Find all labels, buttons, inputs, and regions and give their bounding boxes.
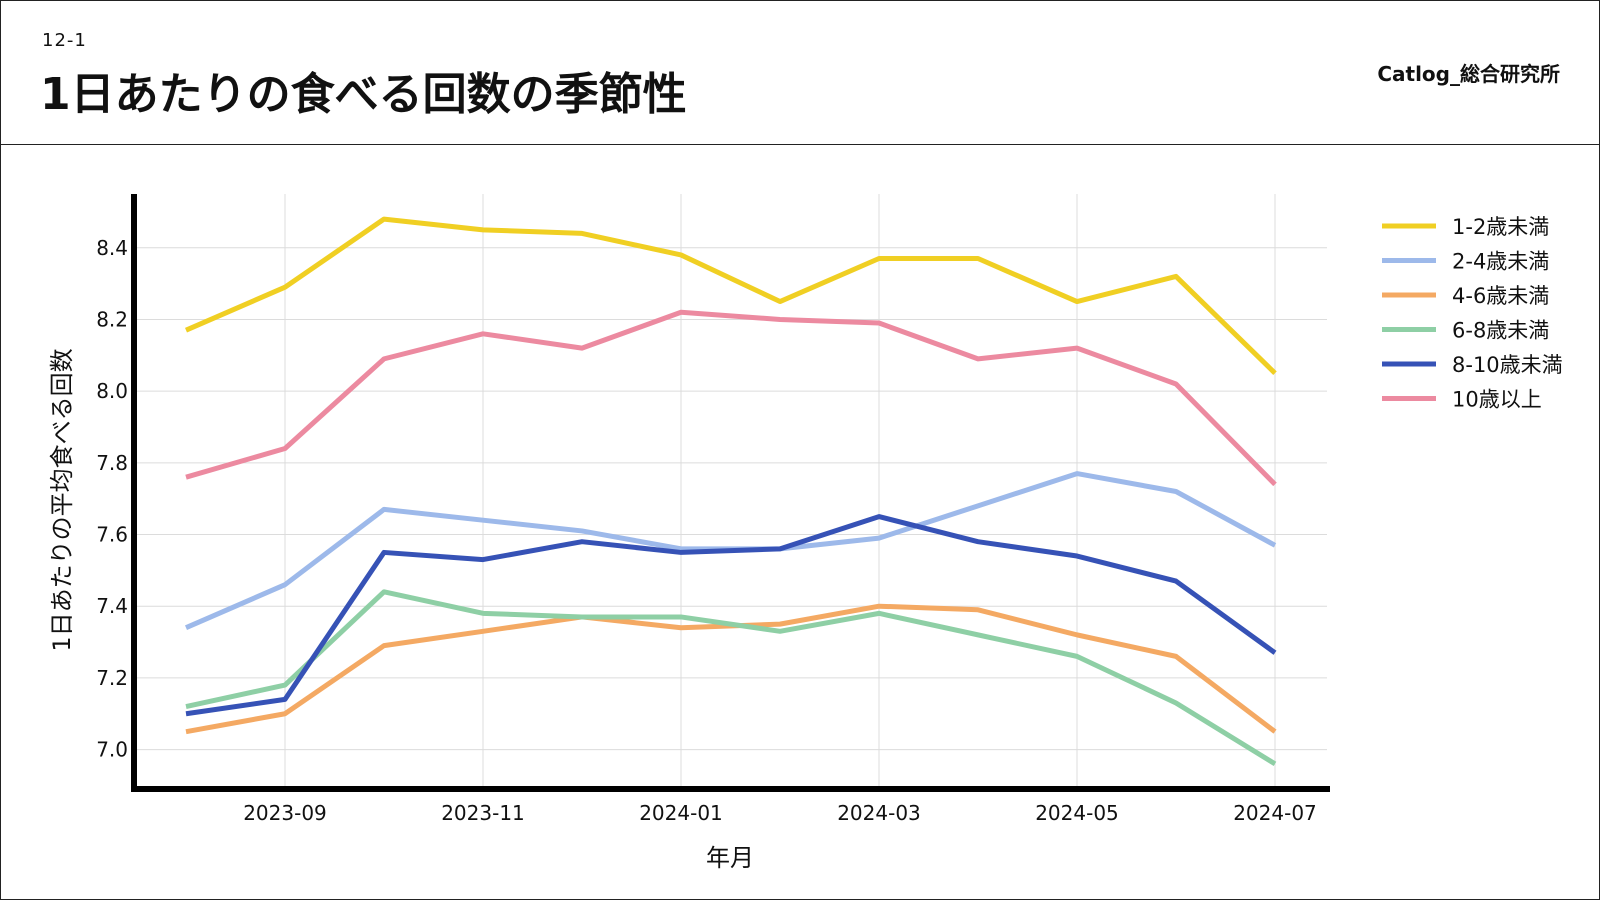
legend-label: 4-6歳未満	[1452, 284, 1549, 308]
series-line	[185, 216, 1277, 376]
slide-header: 12-1 1日あたりの食べる回数の季節性 Catlog_総合研究所	[0, 0, 1600, 145]
x-tick-label: 2024-01	[639, 801, 723, 825]
x-tick-label: 2023-11	[441, 801, 525, 825]
series-line	[185, 514, 1277, 717]
brand-logo-text: Catlog_総合研究所	[1377, 62, 1560, 86]
x-tick-label: 2024-03	[837, 801, 921, 825]
legend-label: 6-8歳未満	[1452, 319, 1549, 343]
axes	[131, 194, 1330, 792]
y-tick-label: 8.2	[96, 307, 128, 331]
legend-label: 1-2歳未満	[1452, 215, 1549, 239]
slide-number: 12-1	[42, 30, 87, 51]
legend-label: 10歳以上	[1452, 388, 1542, 412]
y-tick-labels: 7.0 7.2 7.4 7.6 7.8 8.0 8.2 8.4	[96, 236, 128, 762]
y-tick-label: 7.6	[96, 523, 128, 547]
x-tick-label: 2024-07	[1233, 801, 1317, 825]
y-tick-label: 7.8	[96, 451, 128, 475]
y-tick-label: 7.2	[96, 666, 128, 690]
y-tick-label: 7.0	[96, 738, 128, 762]
page-title: 1日あたりの食べる回数の季節性	[40, 69, 687, 120]
legend-label: 8-10歳未満	[1452, 353, 1563, 377]
y-tick-label: 8.4	[96, 236, 128, 260]
x-axis-title: 年月	[706, 844, 754, 872]
y-tick-label: 8.0	[96, 379, 128, 403]
legend-label: 2-4歳未満	[1452, 250, 1549, 274]
series-lines	[185, 216, 1277, 767]
legend: 1-2歳未満 2-4歳未満 4-6歳未満 6-8歳未満 8-10歳未満 10歳以上	[1382, 215, 1563, 412]
x-tick-label: 2024-05	[1035, 801, 1119, 825]
y-tick-label: 7.4	[96, 594, 128, 618]
series-line	[185, 589, 1277, 767]
y-axis-title: 1日あたりの平均食べる回数	[48, 348, 76, 651]
x-tick-label: 2023-09	[243, 801, 327, 825]
x-tick-labels: 2023-09 2023-11 2024-01 2024-03 2024-05 2024-…	[243, 801, 1317, 825]
series-line	[185, 309, 1277, 487]
